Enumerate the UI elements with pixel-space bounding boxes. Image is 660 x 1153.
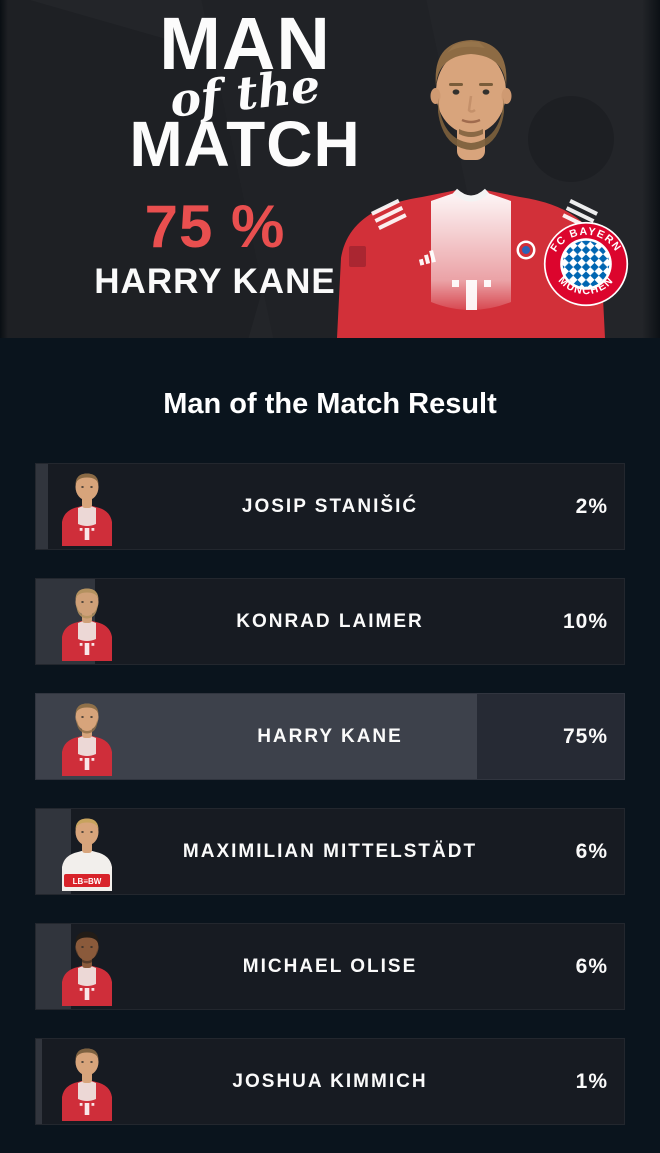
vote-fill xyxy=(36,1039,42,1124)
vote-percentage: 10% xyxy=(562,609,608,633)
hero-player-name: HARRY KANE xyxy=(94,262,336,301)
player-photo xyxy=(62,1048,112,1121)
results-heading: Man of the Match Result xyxy=(163,388,497,420)
vote-percentage: 6% xyxy=(575,954,608,978)
player-photo xyxy=(62,588,112,661)
player-photo xyxy=(62,703,112,776)
hero-banner: MAN of the MATCH 75 % HARRY KANE FC BAYE… xyxy=(0,0,660,338)
hero-vote-percentage: 75 % xyxy=(144,193,286,260)
result-row-kimmich[interactable]: JOSHUA KIMMICH 1% xyxy=(35,1038,625,1125)
player-photo: LB≡BW xyxy=(62,818,112,891)
result-row-kane[interactable]: HARRY KANE 75% xyxy=(35,693,625,780)
result-row-olise[interactable]: MICHAEL OLISE 6% xyxy=(35,923,625,1010)
player-name: JOSHUA KIMMICH xyxy=(232,1070,428,1092)
result-row-laimer[interactable]: KONRAD LAIMER 10% xyxy=(35,578,625,665)
player-photo xyxy=(62,931,112,1006)
vote-percentage: 6% xyxy=(575,839,608,863)
player-name: JOSIP STANIŠIĆ xyxy=(241,495,419,517)
player-name: KONRAD LAIMER xyxy=(236,610,424,632)
results-list: JOSIP STANIŠIĆ 2% KONRAD LAIMER 10% xyxy=(35,463,625,1153)
vote-fill xyxy=(36,464,48,549)
player-name: HARRY KANE xyxy=(257,725,403,747)
vote-percentage: 2% xyxy=(575,494,608,518)
kit-sponsor-text: LB≡BW xyxy=(73,877,102,886)
result-row-stanisic[interactable]: JOSIP STANIŠIĆ 2% xyxy=(35,463,625,550)
hero-title: MAN of the MATCH xyxy=(25,6,465,176)
fc-bayern-logo: FC BAYERN MÜNCHEN xyxy=(543,221,629,307)
result-row-mittelstaedt[interactable]: LB≡BW MAXIMILIAN MITTELSTÄDT 6% xyxy=(35,808,625,895)
vote-percentage: 1% xyxy=(575,1069,608,1093)
vote-percentage: 75% xyxy=(562,724,608,748)
player-photo xyxy=(62,473,112,546)
player-name: MICHAEL OLISE xyxy=(242,955,418,977)
player-name: MAXIMILIAN MITTELSTÄDT xyxy=(182,840,478,862)
